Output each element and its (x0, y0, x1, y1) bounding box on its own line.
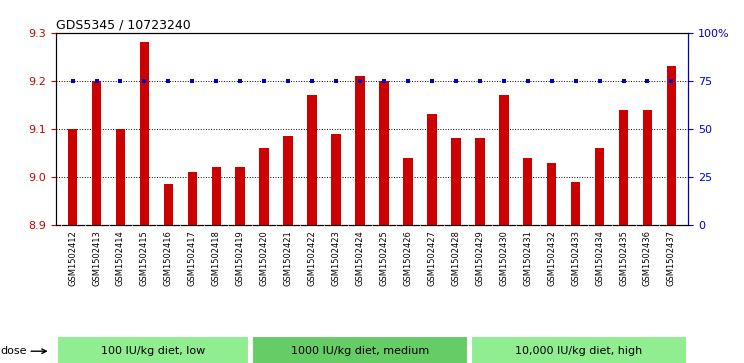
Bar (667, 66, 676, 225)
Bar (547, 163, 557, 225)
Text: dose: dose (1, 346, 28, 356)
Text: GSM1502417: GSM1502417 (187, 230, 197, 286)
Bar (475, 139, 484, 225)
Bar (211, 167, 221, 225)
Bar (92, 81, 101, 225)
Bar (571, 182, 580, 225)
Bar (140, 42, 150, 225)
Bar (187, 172, 197, 225)
Text: 100 IU/kg diet, low: 100 IU/kg diet, low (101, 346, 205, 356)
Text: GSM1502418: GSM1502418 (212, 230, 221, 286)
Bar (470, 336, 687, 363)
Text: GDS5345 / 10723240: GDS5345 / 10723240 (56, 18, 190, 31)
Text: GSM1502425: GSM1502425 (379, 230, 388, 286)
Text: GSM1502423: GSM1502423 (332, 230, 341, 286)
Text: GSM1502426: GSM1502426 (403, 230, 412, 286)
Text: GSM1502436: GSM1502436 (643, 230, 652, 286)
Bar (355, 76, 365, 225)
Text: GSM1502419: GSM1502419 (236, 230, 245, 286)
Bar (643, 110, 652, 225)
Text: GSM1502413: GSM1502413 (92, 230, 101, 286)
Bar (619, 110, 629, 225)
Text: GSM1502429: GSM1502429 (475, 230, 484, 286)
Bar (68, 129, 77, 225)
Bar (427, 114, 437, 225)
Bar (164, 184, 173, 225)
Text: GSM1502437: GSM1502437 (667, 230, 676, 286)
Bar (251, 336, 468, 363)
Text: GSM1502430: GSM1502430 (499, 230, 508, 286)
Bar (331, 134, 341, 225)
Bar (499, 95, 509, 225)
Text: GSM1502435: GSM1502435 (619, 230, 628, 286)
Bar (260, 148, 269, 225)
Text: GSM1502412: GSM1502412 (68, 230, 77, 286)
Bar (379, 81, 389, 225)
Bar (594, 148, 604, 225)
Text: GSM1502434: GSM1502434 (595, 230, 604, 286)
Text: 1000 IU/kg diet, medium: 1000 IU/kg diet, medium (291, 346, 429, 356)
Text: GSM1502415: GSM1502415 (140, 230, 149, 286)
Text: GSM1502433: GSM1502433 (571, 230, 580, 286)
Text: GSM1502414: GSM1502414 (116, 230, 125, 286)
Bar (307, 95, 317, 225)
Bar (57, 336, 249, 363)
Text: GSM1502428: GSM1502428 (452, 230, 461, 286)
Bar (523, 158, 533, 225)
Bar (115, 129, 125, 225)
Text: GSM1502432: GSM1502432 (547, 230, 557, 286)
Text: GSM1502421: GSM1502421 (283, 230, 292, 286)
Text: GSM1502420: GSM1502420 (260, 230, 269, 286)
Text: GSM1502427: GSM1502427 (427, 230, 437, 286)
Text: GSM1502424: GSM1502424 (356, 230, 365, 286)
Bar (403, 158, 413, 225)
Text: GSM1502416: GSM1502416 (164, 230, 173, 286)
Bar (451, 139, 461, 225)
Text: 10,000 IU/kg diet, high: 10,000 IU/kg diet, high (515, 346, 642, 356)
Text: GSM1502422: GSM1502422 (307, 230, 317, 286)
Text: GSM1502431: GSM1502431 (523, 230, 532, 286)
Bar (235, 167, 245, 225)
Bar (283, 136, 293, 225)
